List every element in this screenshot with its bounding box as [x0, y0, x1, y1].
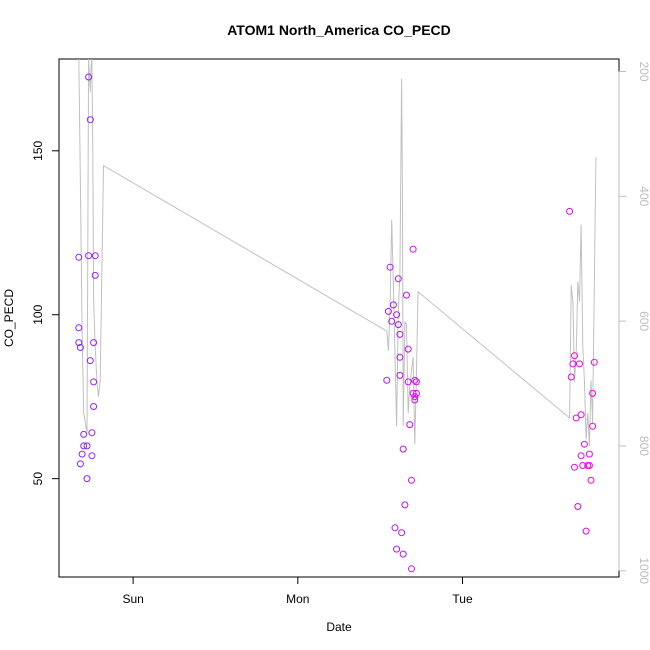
data-point — [401, 501, 409, 509]
data-point — [78, 450, 86, 458]
data-point — [403, 291, 410, 299]
data-point — [576, 360, 583, 368]
y-tick-label: 150 — [31, 140, 45, 160]
data-point — [569, 360, 577, 368]
data-point — [88, 452, 96, 460]
data-point — [75, 324, 83, 332]
data-point — [567, 373, 575, 381]
data-point — [399, 445, 407, 453]
data-point — [585, 450, 593, 458]
data-point — [391, 524, 399, 532]
data-point — [571, 352, 578, 360]
data-point — [582, 527, 590, 535]
x-tick-label: Mon — [286, 592, 309, 606]
data-point — [589, 389, 597, 397]
right-tick-label: 1000 — [637, 557, 650, 584]
data-point — [75, 339, 83, 347]
data-point — [383, 376, 391, 384]
data-point — [589, 422, 597, 430]
data-point — [409, 245, 417, 253]
data-point — [399, 550, 407, 558]
data-point — [404, 345, 412, 353]
data-point — [80, 442, 88, 450]
data-point — [88, 429, 96, 437]
data-point — [85, 252, 93, 260]
data-point — [90, 378, 98, 386]
data-point — [80, 430, 88, 438]
data-point — [90, 339, 98, 347]
y-tick-label: 50 — [31, 472, 45, 486]
data-point — [90, 403, 98, 410]
y-axis-label: CO_PECD — [2, 289, 16, 347]
data-point — [412, 378, 420, 386]
data-point — [396, 330, 404, 338]
data-line-0 — [78, 58, 597, 446]
right-tick-label: 800 — [637, 436, 650, 456]
data-point — [75, 253, 83, 261]
data-point — [579, 462, 587, 469]
data-point — [388, 317, 396, 325]
data-point — [384, 307, 392, 315]
y-axis: 50 100 150 — [31, 140, 60, 486]
x-tick-label: Tue — [452, 592, 473, 606]
data-point — [386, 263, 394, 271]
data-point — [91, 252, 99, 260]
data-point — [396, 353, 404, 361]
data-point — [406, 421, 414, 429]
data-point — [412, 389, 420, 397]
y-tick-label: 100 — [31, 304, 45, 324]
data-point — [566, 207, 574, 215]
data-point — [86, 116, 94, 124]
data-point — [587, 476, 595, 484]
right-tick-label: 200 — [637, 61, 650, 81]
plot-border — [58, 58, 620, 578]
data-point — [393, 545, 401, 553]
data-point — [408, 476, 415, 484]
data-point — [85, 73, 93, 81]
data-point — [394, 275, 402, 283]
data-point — [76, 460, 84, 468]
x-axis: Sun Mon Tue — [122, 576, 473, 606]
data-point — [580, 440, 588, 448]
data-point — [389, 301, 397, 309]
right-axis: 200 400 600 800 1000 — [618, 61, 650, 584]
right-tick-label: 400 — [637, 186, 650, 206]
data-point — [393, 311, 401, 319]
data-point — [394, 321, 402, 329]
data-point — [572, 414, 580, 422]
data-point — [411, 376, 419, 384]
data-point — [76, 344, 84, 351]
data-point — [590, 358, 598, 366]
data-point — [411, 396, 419, 404]
data-point — [577, 452, 585, 460]
x-axis-label: Date — [326, 620, 352, 634]
data-point — [411, 393, 419, 401]
data-point — [83, 475, 91, 483]
data-line-layer — [78, 58, 597, 446]
data-points-layer — [75, 73, 598, 573]
data-point — [86, 357, 94, 365]
data-point — [409, 389, 417, 397]
chart-title: ATOM1 North_America CO_PECD — [227, 22, 451, 38]
right-tick-label: 600 — [637, 311, 650, 331]
data-point — [83, 442, 91, 450]
data-point — [571, 463, 578, 471]
data-point — [396, 371, 404, 379]
data-point — [585, 462, 593, 469]
data-point — [574, 503, 582, 510]
plot-frame — [58, 58, 620, 578]
data-point — [404, 378, 412, 386]
data-point — [398, 529, 406, 537]
data-point — [408, 565, 415, 573]
data-point — [577, 411, 585, 419]
x-tick-label: Sun — [122, 592, 143, 606]
data-point — [91, 271, 99, 279]
